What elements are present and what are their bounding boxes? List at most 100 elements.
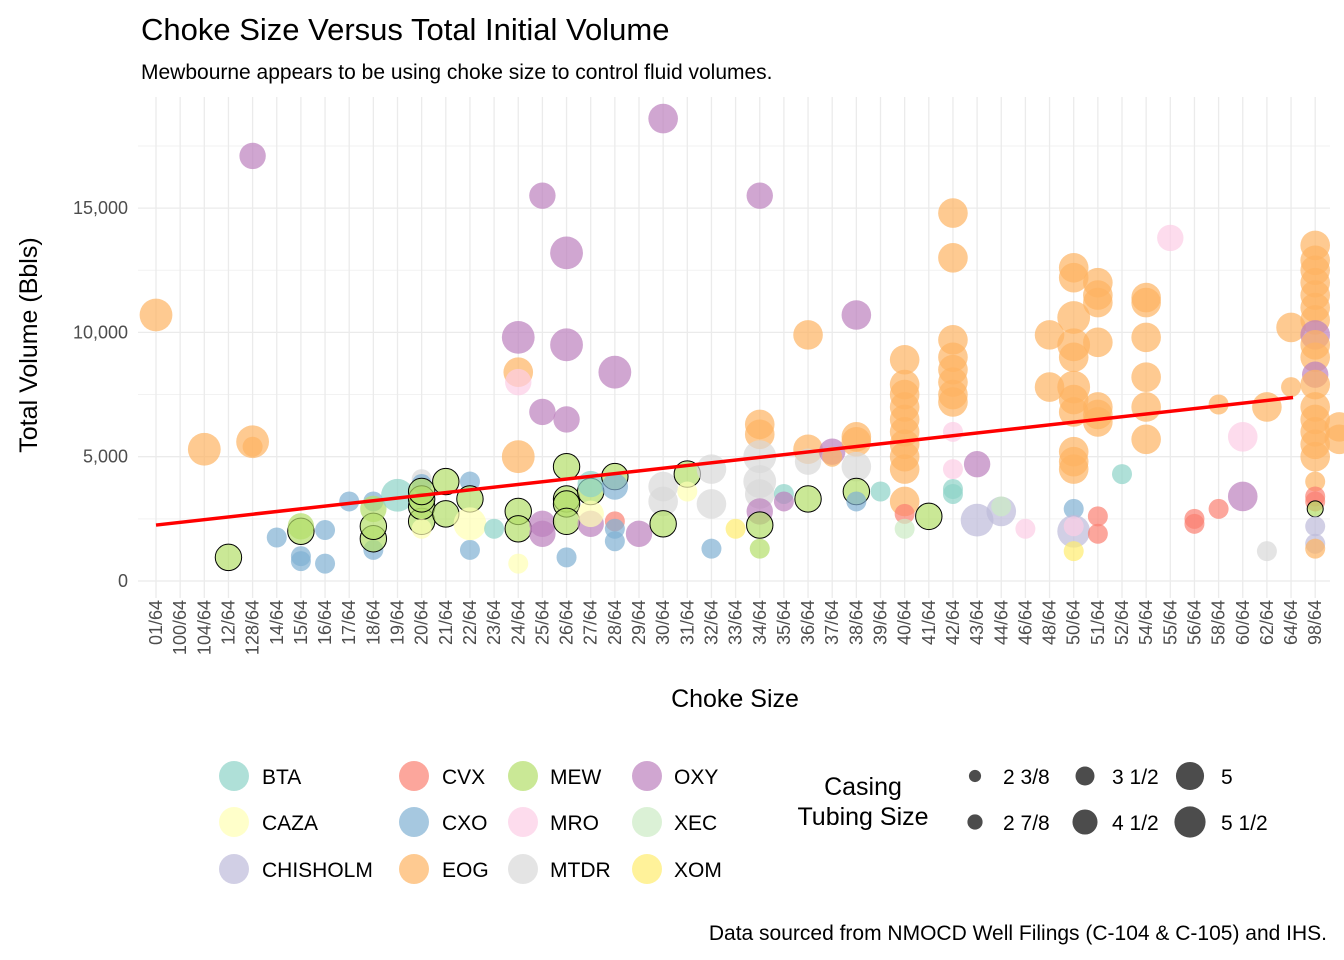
data-point-oxy	[598, 355, 632, 389]
data-point-bta	[870, 481, 891, 502]
x-tick-label: 42/64	[943, 600, 963, 645]
data-point-eog	[187, 432, 221, 466]
data-point-cvx	[1208, 498, 1229, 519]
data-point-eog	[1058, 397, 1089, 427]
data-point-eog	[938, 387, 968, 417]
data-point-mro	[1157, 224, 1184, 252]
data-point-oxy	[550, 236, 583, 270]
legend-label-mro: MRO	[550, 812, 599, 835]
data-point-eog	[1276, 312, 1306, 343]
data-point-oxy	[501, 320, 535, 354]
x-tick-label: 18/64	[363, 600, 383, 645]
data-point-oxy	[648, 103, 678, 134]
size-legend-label: 5	[1221, 766, 1233, 789]
data-point-mro	[1227, 422, 1258, 452]
x-tick-label: 52/64	[1112, 600, 1132, 645]
x-tick-label: 20/64	[412, 600, 432, 645]
x-tick-label: 19/64	[388, 600, 408, 645]
x-tick-label: 64/64	[1281, 600, 1301, 645]
data-point-mew	[287, 513, 315, 540]
x-tick-label: 29/64	[629, 600, 649, 645]
data-point-mtdr	[648, 486, 678, 517]
data-point-cxo	[556, 547, 577, 568]
data-point-oxy	[553, 406, 580, 433]
data-point-cxo	[846, 491, 867, 512]
size-legend-label: 2 7/8	[1003, 812, 1050, 835]
data-point-oxy	[1227, 481, 1258, 512]
data-point-chisholm	[1305, 516, 1326, 537]
data-point-cvx	[894, 503, 915, 524]
data-point-mew	[504, 515, 532, 543]
x-tick-label: 01/64	[146, 600, 166, 645]
legend-key-xec	[632, 807, 662, 837]
data-point-mew	[794, 485, 822, 513]
data-point-eog	[1281, 377, 1302, 398]
x-tick-label: 60/64	[1233, 600, 1253, 645]
size-legend-key	[968, 769, 982, 783]
x-tick-label: 15/64	[291, 600, 311, 645]
data-point-cxo	[1063, 498, 1084, 519]
legend-key-xom	[632, 854, 662, 884]
x-tick-label: 58/64	[1209, 600, 1229, 645]
size-legend-label: 3 1/2	[1112, 766, 1159, 789]
legend-label-mtdr: MTDR	[550, 859, 611, 882]
data-point-eog	[938, 243, 968, 273]
data-point-oxy	[746, 182, 773, 209]
data-point-oxy	[550, 328, 583, 362]
legend-label-chisholm: CHISHOLM	[262, 859, 373, 882]
data-point-eog	[1131, 287, 1161, 318]
size-legend-key	[1075, 766, 1095, 786]
x-tick-label: 33/64	[726, 600, 746, 645]
data-point-oxy	[529, 520, 556, 547]
y-tick-label: 0	[118, 571, 128, 591]
data-point-cxo	[604, 531, 625, 552]
data-point-mew	[552, 507, 581, 536]
data-point-mtdr	[696, 454, 727, 484]
data-point-oxy	[239, 142, 266, 170]
y-tick-label: 15,000	[73, 198, 128, 218]
size-legend-key	[1175, 761, 1205, 791]
y-tick-label: 5,000	[83, 447, 128, 467]
data-point-cxo	[290, 546, 311, 567]
data-point-oxy	[841, 300, 872, 330]
data-point-mew	[1306, 500, 1324, 518]
data-points	[139, 103, 1344, 574]
data-point-eog	[1131, 322, 1161, 353]
data-point-eog	[1131, 362, 1161, 392]
size-legend-key	[1174, 806, 1206, 838]
data-point-eog	[1131, 424, 1161, 455]
tubing-size-legend: Casing Tubing Size 2 3/8 2 7/8 3 1/2 4 1/2 5…	[797, 761, 1268, 838]
data-point-caza	[411, 518, 432, 539]
legend-key-caza	[219, 807, 249, 837]
data-point-eog	[1083, 327, 1113, 358]
data-point-mew	[407, 477, 436, 506]
data-point-mtdr	[841, 451, 872, 482]
data-point-oxy	[963, 450, 991, 478]
x-tick-label: 41/64	[919, 600, 939, 645]
data-point-oxy	[529, 182, 556, 209]
trend-line-layer	[155, 395, 1294, 527]
legend-label-mew: MEW	[550, 766, 602, 789]
data-point-mew	[432, 467, 460, 496]
x-axis-title: Choke Size	[671, 685, 799, 713]
data-point-eog	[822, 446, 843, 467]
legend-key-mew	[508, 761, 538, 791]
x-tick-label: 28/64	[605, 600, 625, 645]
x-tick-label: 37/64	[822, 600, 842, 645]
data-point-bta	[484, 518, 505, 539]
chart-title: Choke Size Versus Total Initial Volume	[141, 12, 669, 47]
x-tick-label: 21/64	[436, 600, 456, 645]
x-tick-label: 36/64	[798, 600, 818, 645]
data-point-mew	[552, 452, 581, 481]
data-point-chisholm	[960, 503, 994, 537]
legend-label-xec: XEC	[674, 812, 717, 835]
x-tick-label: 44/64	[991, 600, 1011, 645]
data-point-eog	[1034, 320, 1065, 350]
data-point-eog	[1058, 342, 1089, 373]
legend-label-cvx: CVX	[442, 766, 485, 789]
x-tick-label: 128/64	[243, 600, 263, 655]
data-point-eog	[1057, 301, 1091, 334]
data-point-xec	[991, 496, 1012, 517]
data-point-eog	[1300, 369, 1330, 400]
